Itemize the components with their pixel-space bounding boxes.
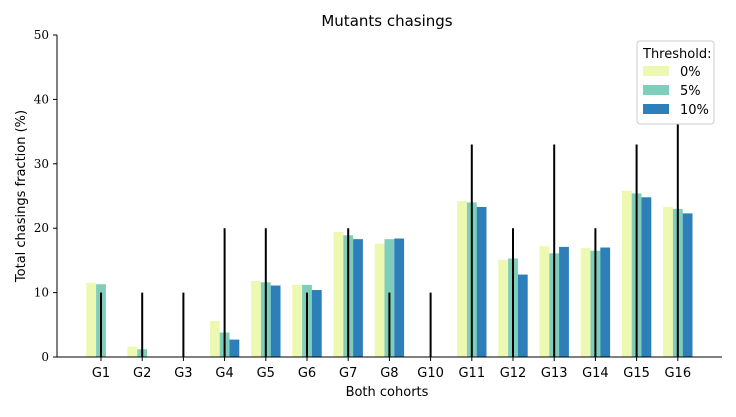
x-tick-label-G10: G10 [417,366,444,381]
x-tick-label-G12: G12 [500,366,527,381]
x-tick-label-G4: G4 [215,366,233,381]
x-tick-label-G7: G7 [339,366,357,381]
bar-G4-10% [229,339,240,357]
bar-G14-10% [600,247,611,357]
y-axis-label: Total chasings fraction (%) [14,110,29,283]
legend-label-10%: 10% [680,103,709,118]
x-tick-label-G5: G5 [257,366,275,381]
legend-title: Threshold: [642,47,711,62]
x-axis-label: Both cohorts [346,385,429,400]
x-tick-label-G6: G6 [298,366,316,381]
x-tick-label-G13: G13 [541,366,568,381]
legend-label-0%: 0% [680,65,701,80]
y-tick-label: 50 [34,28,49,42]
bar-G1-0% [86,282,97,357]
legend-label-5%: 5% [680,84,701,99]
bar-G13-10% [559,246,569,357]
y-tick-label: 20 [34,221,49,235]
bar-G4-0% [209,320,220,357]
legend: Threshold: 0% 5% 10% [636,40,715,125]
legend-swatch-10% [643,104,669,114]
x-tick-label-G14: G14 [582,366,609,381]
bar-G6-0% [292,284,303,357]
bar-G14-0% [580,248,591,357]
x-tick-label-G2: G2 [133,366,151,381]
x-tick-label-G16: G16 [664,366,691,381]
legend-swatch-5% [643,85,669,95]
bar-G12-10% [517,274,528,357]
x-tick-label-G8: G8 [380,366,398,381]
bar-G5-0% [251,281,261,357]
y-tick-label: 30 [34,157,49,171]
chart-title: Mutants chasings [321,12,452,30]
error-lines-group [100,99,679,357]
bar-G15-10% [641,197,652,357]
legend-frame [636,40,715,125]
legend-swatch-0% [643,66,669,76]
y-tick-label: 40 [34,92,49,106]
bar-G5-10% [270,285,281,357]
x-tick-label-G15: G15 [623,366,650,381]
bar-G13-0% [539,246,550,357]
bar-G15-0% [621,190,632,357]
bar-G11-0% [457,201,467,357]
y-tick-label: 10 [34,286,49,300]
bar-G7-0% [333,232,344,357]
bar-G12-0% [498,259,509,357]
x-tick-label-G11: G11 [458,366,485,381]
x-tick-label-G1: G1 [92,366,110,381]
bar-G8-10% [394,238,405,357]
x-tick-label-G3: G3 [174,366,192,381]
bar-G8-0% [374,243,385,357]
bar-G16-0% [663,206,673,357]
bar-G16-10% [682,213,693,357]
bar-G6-10% [311,290,322,357]
bar-G11-10% [476,206,487,357]
y-tick-label: 0 [41,350,49,364]
axes-group: 0 10 20 30 40 50 G1 G2 G3 G4 G5 G6 G7 G8 G10 G11 G12 G13 G… [34,28,722,381]
bar-G7-10% [353,239,363,357]
bar-G2-0% [127,346,138,357]
